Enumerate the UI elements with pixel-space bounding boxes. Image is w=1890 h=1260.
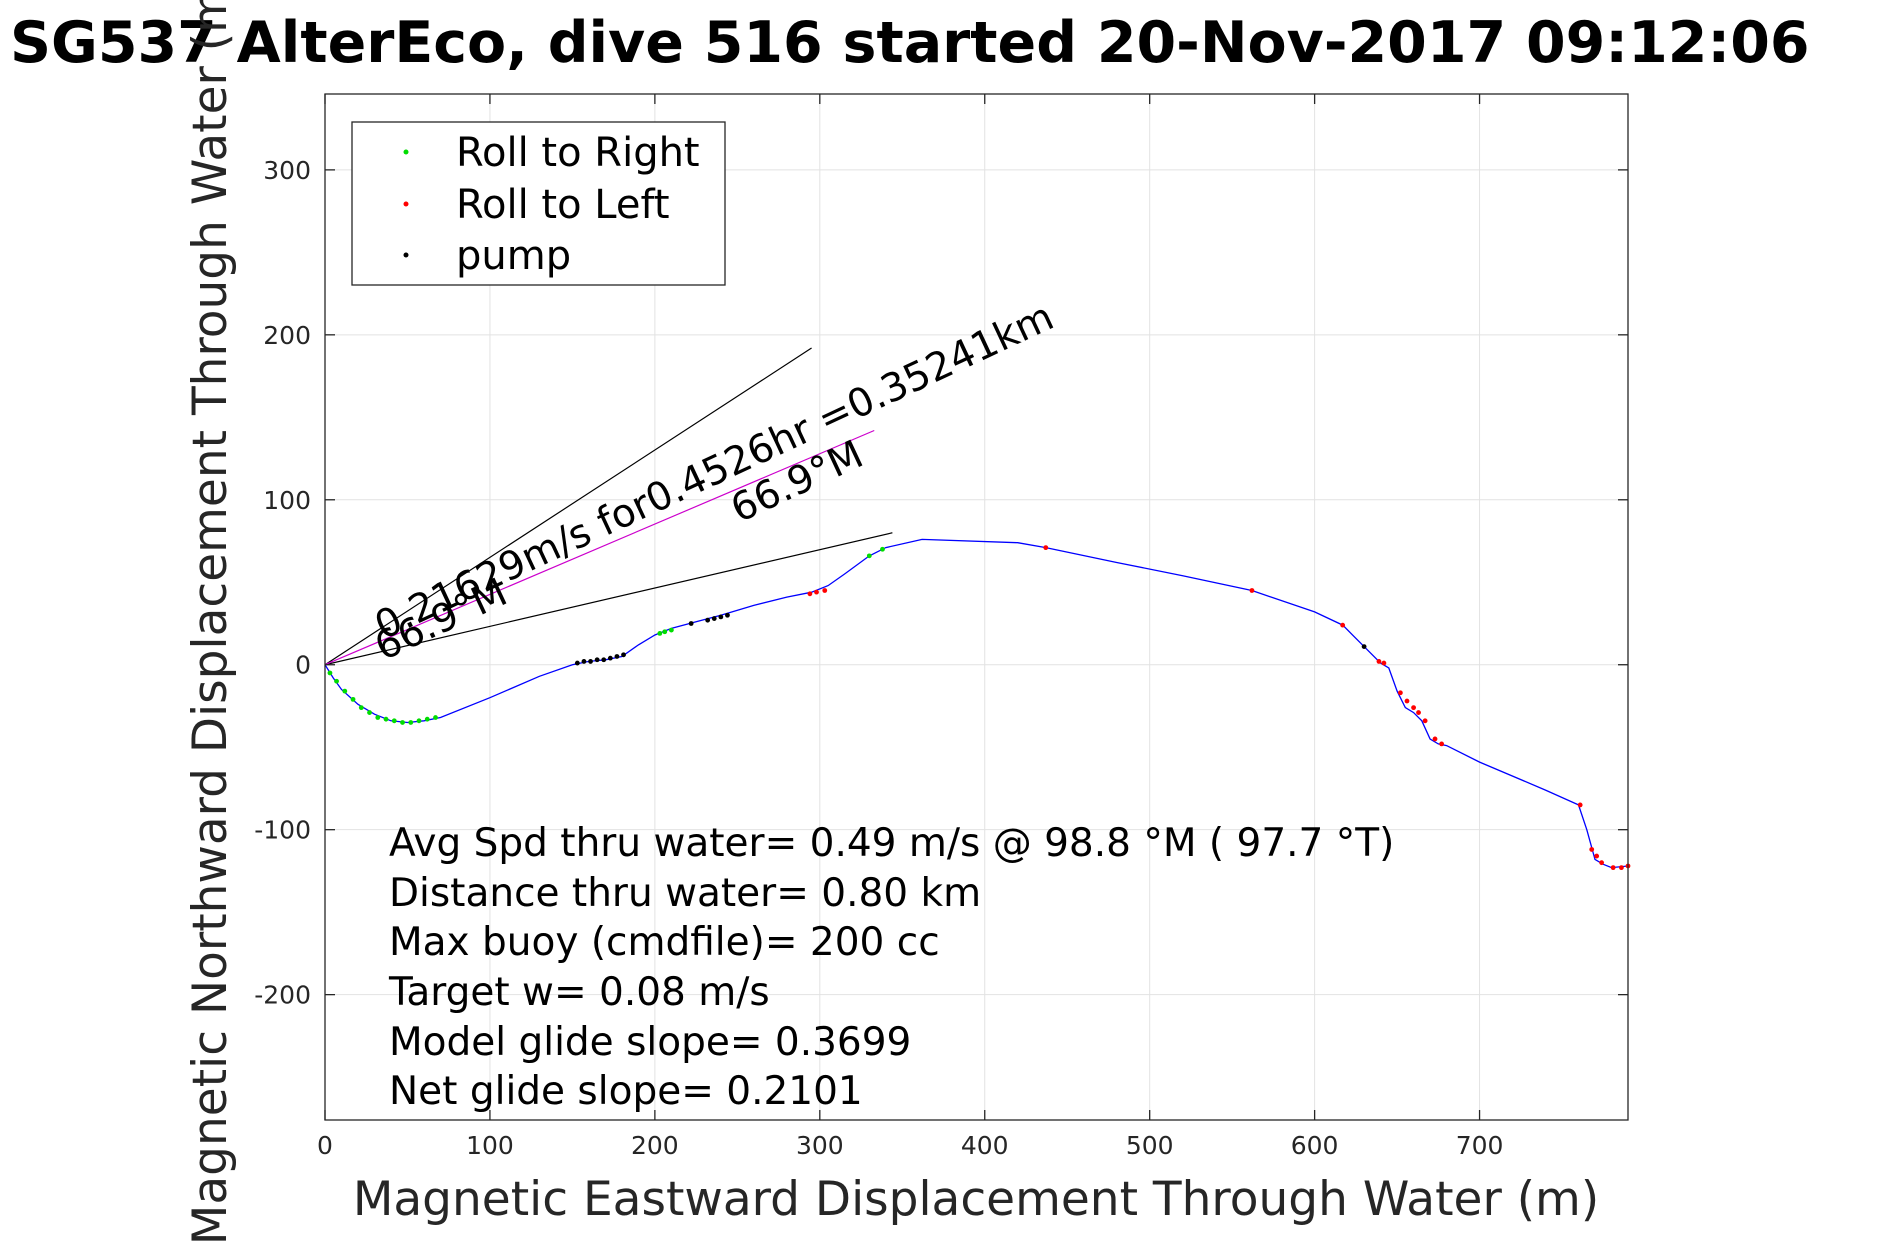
reference-lines: [324, 347, 893, 666]
x-tick-label: 100: [466, 1131, 514, 1160]
roll-left-point: [1411, 705, 1416, 711]
roll-right-point: [880, 546, 885, 552]
roll-right-point: [668, 627, 674, 633]
pump-point: [688, 621, 694, 626]
pump-point: [574, 660, 580, 666]
roll-left-point: [1404, 698, 1410, 704]
roll-right-point: [662, 629, 668, 635]
roll-right-point: [400, 720, 405, 725]
reference-line: [324, 429, 875, 666]
pump-point: [1361, 644, 1367, 649]
roll-left-point: [1439, 741, 1445, 747]
stat-target-w: Target w= 0.08 m/s: [388, 970, 770, 1015]
pump-point: [607, 655, 613, 661]
x-tick-label: 400: [961, 1131, 1009, 1160]
chart-title: SG537 AlterEco, dive 516 started 20-Nov-…: [10, 10, 1810, 76]
roll-right-point: [327, 670, 333, 676]
roll-right-point: [866, 553, 872, 559]
legend: Roll to Right Roll to Left pump: [351, 121, 726, 286]
stat-net-glide: Net glide slope= 0.2101: [389, 1069, 863, 1114]
roll-right-point: [383, 716, 389, 722]
legend-marker-roll-right: [403, 149, 409, 155]
roll-right-point: [334, 678, 339, 684]
pump-point: [621, 652, 626, 658]
roll-right-point: [391, 718, 397, 724]
x-tick-label: 700: [1456, 1131, 1504, 1160]
roll-left-point: [1589, 847, 1595, 852]
roll-left-point: [1416, 710, 1421, 715]
pump-point: [725, 612, 730, 618]
roll-left-point: [1249, 588, 1255, 593]
roll-right-point: [416, 718, 422, 724]
x-tick-label: 0: [317, 1131, 333, 1160]
roll-left-point: [1619, 865, 1624, 871]
legend-label-roll-left: Roll to Left: [456, 182, 670, 228]
pump-point: [718, 614, 724, 620]
roll-left-point: [807, 591, 813, 597]
x-tick-label: 600: [1291, 1131, 1339, 1160]
roll-right-point: [424, 716, 430, 722]
roll-right-point: [657, 630, 663, 636]
x-tick-label: 500: [1126, 1131, 1174, 1160]
roll-left-point: [1432, 736, 1438, 742]
roll-right-point: [408, 720, 414, 725]
roll-left-point: [1422, 718, 1428, 724]
pump-point: [705, 617, 711, 623]
y-tick-label: 0: [295, 651, 311, 680]
pump-point: [601, 657, 607, 663]
x-axis-label: Magnetic Eastward Displacement Through W…: [353, 1172, 1599, 1227]
legend-marker-roll-left: [403, 201, 409, 207]
stat-distance: Distance thru water= 0.80 km: [389, 871, 981, 916]
y-tick-label: 300: [263, 156, 311, 185]
roll-left-point: [1043, 545, 1049, 551]
y-tick-label: 200: [263, 321, 311, 350]
stat-avg-speed: Avg Spd thru water= 0.49 m/s @ 98.8 °M (…: [389, 821, 1394, 866]
roll-left-point: [1376, 659, 1382, 664]
legend-marker-pump: [403, 252, 409, 258]
points-layer: [327, 545, 1631, 871]
roll-left-point: [1397, 690, 1403, 696]
roll-left-point: [822, 588, 828, 593]
roll-right-point: [433, 715, 438, 720]
roll-right-point: [342, 688, 348, 694]
y-tick-label: -200: [254, 981, 311, 1010]
legend-label-pump: pump: [456, 233, 571, 279]
roll-left-point: [1594, 853, 1600, 859]
pump-point: [588, 659, 593, 664]
roll-left-point: [1599, 860, 1605, 866]
roll-left-point: [1610, 865, 1616, 871]
stat-model-glide: Model glide slope= 0.3699: [389, 1020, 911, 1065]
roll-right-point: [350, 696, 356, 702]
dive-stats: Avg Spd thru water= 0.49 m/s @ 98.8 °M (…: [388, 821, 1394, 1114]
pump-point: [711, 616, 717, 621]
pump-point: [594, 657, 600, 663]
y-tick-label: -100: [254, 816, 311, 845]
legend-box: [351, 121, 726, 286]
roll-right-point: [367, 710, 372, 715]
axis-ticks: 0 100 200 300 400 500 600 700 -200 -100 0 100 200 300: [254, 94, 1628, 1160]
y-tick-label: 100: [263, 486, 311, 515]
roll-right-point: [375, 715, 381, 720]
legend-label-roll-right: Roll to Right: [456, 130, 700, 176]
roll-right-point: [358, 705, 364, 711]
roll-left-point: [814, 589, 819, 595]
y-axis-label: Magnetic Northward Displacement Through …: [183, 0, 238, 1245]
reference-line: [324, 347, 812, 666]
plot-frame: [324, 93, 1629, 1121]
roll-left-point: [1340, 622, 1346, 628]
pump-point: [581, 659, 587, 664]
pump-point: [614, 654, 620, 659]
grid: [324, 94, 1628, 1120]
x-tick-label: 200: [631, 1131, 679, 1160]
reference-line: [324, 532, 893, 666]
x-tick-label: 300: [796, 1131, 844, 1160]
roll-left-point: [1381, 660, 1387, 666]
stat-max-buoy: Max buoy (cmdfile)= 200 cc: [389, 920, 940, 965]
roll-left-point: [1577, 802, 1583, 808]
